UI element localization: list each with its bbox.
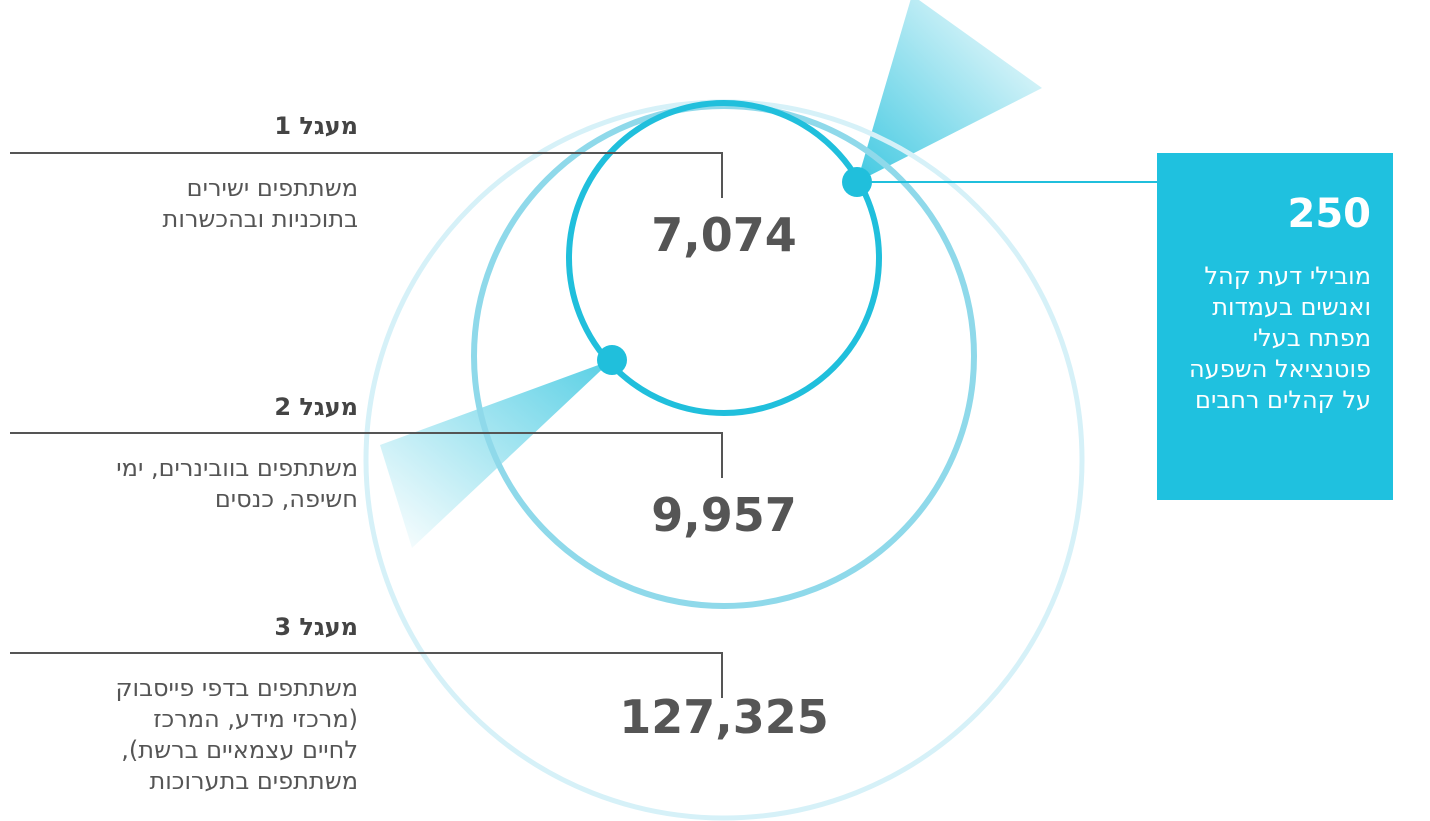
circle-3-value: 127,325: [619, 690, 829, 744]
circle-2-description: משתתפים בוובינרים, ימי חשיפה, כנסים: [116, 454, 358, 513]
callout-text: מובילי דעת קהל ואנשים בעמדות מפתח בעלי פ…: [1189, 262, 1371, 414]
top-light-beam: [857, 0, 1042, 182]
inner-ring: [566, 100, 882, 416]
circle-2-value: 9,957: [651, 488, 797, 542]
callout-value: 250: [1287, 191, 1372, 237]
leader-line-2: [10, 432, 723, 478]
circle-3-description: משתתפים בדפי פייסבוק (מרכזי מידע, המרכז …: [115, 674, 358, 795]
circle-1-value: 7,074: [651, 208, 797, 262]
callout-box: 250 מובילי דעת קהל ואנשים בעמדות מפתח בע…: [1157, 153, 1393, 500]
leader-line-1: [10, 152, 723, 198]
circle-2-title: מעגל 2: [274, 393, 358, 421]
leader-line-3: [10, 652, 723, 698]
callout-anchor-dot: [842, 167, 872, 197]
circle-1-description: משתתפים ישירים בתוכניות ובהכשרות: [162, 174, 358, 233]
circle-3-title: מעגל 3: [274, 613, 358, 641]
circle-1-title: מעגל 1: [274, 112, 358, 140]
beam-anchor-dot: [597, 345, 627, 375]
